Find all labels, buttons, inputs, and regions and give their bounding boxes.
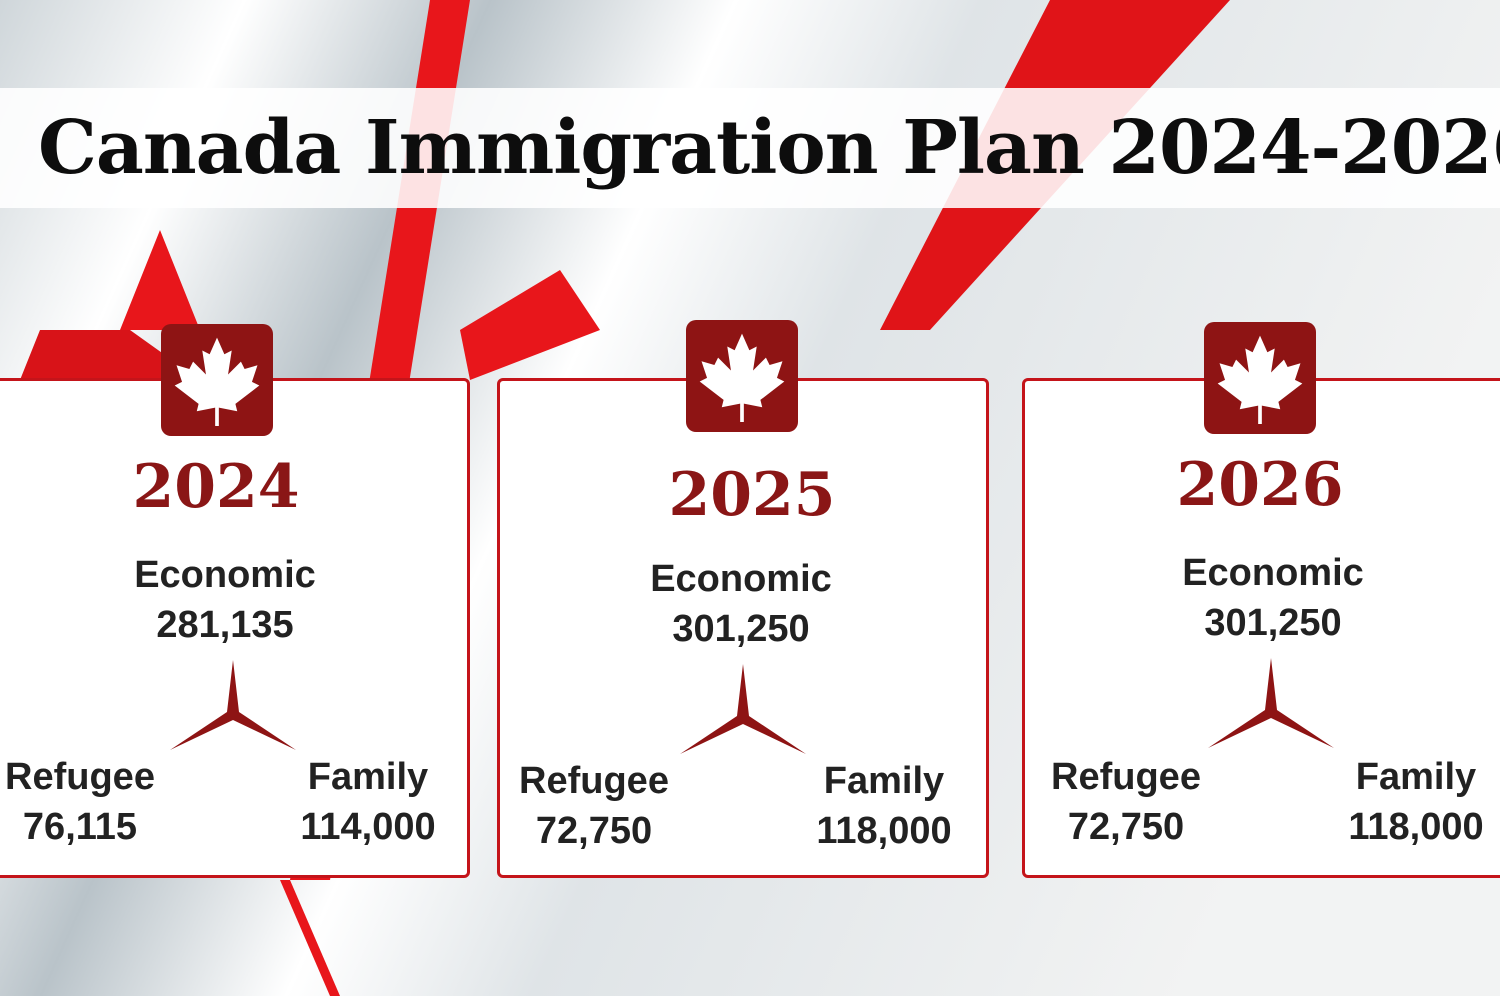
economic-stat: Economic 301,250 [1153, 548, 1393, 648]
economic-label: Economic [650, 558, 832, 600]
year-label: 2026 [1176, 450, 1344, 520]
three-point-star-icon [1208, 658, 1334, 748]
economic-stat: Economic 281,135 [105, 550, 345, 650]
family-label: Family [307, 756, 429, 798]
refugee-label: Refugee [1051, 756, 1201, 798]
refugee-stat: Refugee 76,115 [0, 752, 200, 852]
refugee-stat: Refugee 72,750 [474, 756, 714, 856]
year-card-2025 [497, 378, 989, 878]
family-value: 118,000 [816, 810, 952, 852]
maple-leaf-icon [1217, 335, 1303, 424]
year-label: 2025 [668, 460, 836, 530]
maple-leaf-icon [174, 337, 260, 426]
economic-stat: Economic 301,250 [621, 554, 861, 654]
three-point-star-icon [170, 660, 296, 750]
refugee-value: 72,750 [535, 810, 653, 852]
family-value: 118,000 [1348, 806, 1484, 848]
family-stat: Family 118,000 [1296, 752, 1500, 852]
maple-leaf-badge [1204, 322, 1316, 434]
year-card-2026 [1022, 378, 1500, 878]
refugee-stat: Refugee 72,750 [1006, 752, 1246, 852]
family-stat: Family 114,000 [248, 752, 488, 852]
economic-value: 281,135 [156, 604, 294, 646]
family-label: Family [1355, 756, 1477, 798]
family-stat: Family 118,000 [764, 756, 1004, 856]
page-title: Canada Immigration Plan 2024-2026 [38, 105, 1500, 191]
maple-leaf-badge [686, 320, 798, 432]
family-value: 114,000 [300, 806, 436, 848]
refugee-value: 76,115 [22, 806, 138, 848]
maple-leaf-icon [699, 333, 785, 422]
economic-label: Economic [1182, 552, 1364, 594]
refugee-label: Refugee [5, 756, 155, 798]
economic-label: Economic [134, 554, 316, 596]
year-label: 2024 [132, 452, 300, 522]
economic-value: 301,250 [1204, 602, 1342, 644]
maple-leaf-badge [161, 324, 273, 436]
family-label: Family [823, 760, 945, 802]
economic-value: 301,250 [672, 608, 810, 650]
refugee-label: Refugee [519, 760, 669, 802]
three-point-star-icon [680, 664, 806, 754]
title-banner: Canada Immigration Plan 2024-2026 [0, 88, 1500, 208]
refugee-value: 72,750 [1067, 806, 1185, 848]
